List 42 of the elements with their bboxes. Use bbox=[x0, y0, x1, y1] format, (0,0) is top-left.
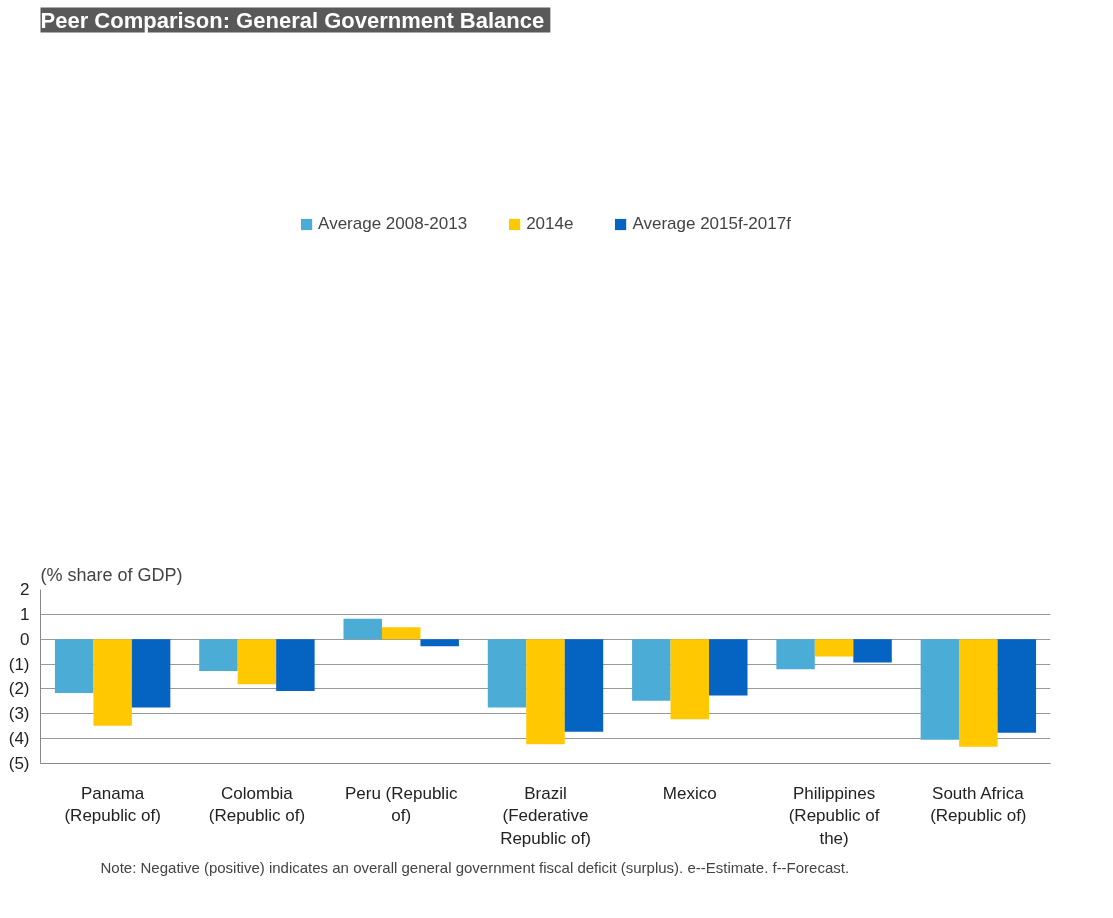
bar bbox=[526, 639, 565, 745]
bar bbox=[632, 639, 671, 701]
bar bbox=[920, 639, 960, 740]
y-tick-label: 2 bbox=[20, 580, 30, 599]
x-tick-label: Mexico bbox=[662, 783, 717, 803]
x-tick-label: Panama (Republic of) bbox=[64, 783, 161, 826]
y-tick-label: 0 bbox=[20, 629, 30, 649]
bar bbox=[776, 639, 815, 670]
bar bbox=[54, 639, 94, 693]
y-tick-label: (3) bbox=[8, 704, 30, 724]
y-tick-label: (4) bbox=[8, 729, 30, 749]
x-tick-label: Philippines (Republic of the) bbox=[788, 783, 880, 849]
chart-title: Peer Comparison: General Government Balance bbox=[40, 7, 545, 33]
bar bbox=[93, 639, 132, 726]
bar bbox=[237, 639, 277, 685]
x-tick-label: Peru (Republic of) bbox=[344, 783, 458, 826]
bar bbox=[131, 639, 171, 708]
text: Note: Negative (positive) indicates an overall general government fiscal deficit (surplus). e--Estimate. f--Forecast. bbox=[100, 858, 850, 876]
bar bbox=[487, 639, 527, 708]
x-tick-label: Colombia (Republic of) bbox=[208, 783, 306, 826]
legend-label: 2014e bbox=[526, 213, 574, 234]
bar bbox=[276, 639, 315, 691]
y-tick-label: (2) bbox=[8, 679, 30, 699]
legend-label: Average 2015f-2017f bbox=[632, 213, 791, 234]
bar bbox=[853, 639, 892, 663]
x-tick-label: Brazil (Federative Republic of) bbox=[500, 783, 591, 849]
bar bbox=[381, 627, 421, 640]
bar bbox=[959, 639, 998, 747]
bar bbox=[420, 639, 459, 647]
bar bbox=[997, 639, 1037, 733]
bar bbox=[199, 639, 238, 672]
bar bbox=[709, 639, 748, 696]
x-tick-label: South Africa (Republic of) bbox=[930, 783, 1027, 826]
y-tick-label: (1) bbox=[8, 654, 30, 674]
y-axis-title: (% share of GDP) bbox=[40, 564, 183, 585]
legend-label: Average 2008-2013 bbox=[318, 213, 468, 234]
y-tick-label: 1 bbox=[20, 604, 30, 624]
y-tick-label: (5) bbox=[8, 754, 30, 773]
bar bbox=[814, 639, 854, 657]
bar bbox=[343, 618, 382, 640]
bar bbox=[564, 639, 604, 732]
bar bbox=[670, 639, 710, 720]
